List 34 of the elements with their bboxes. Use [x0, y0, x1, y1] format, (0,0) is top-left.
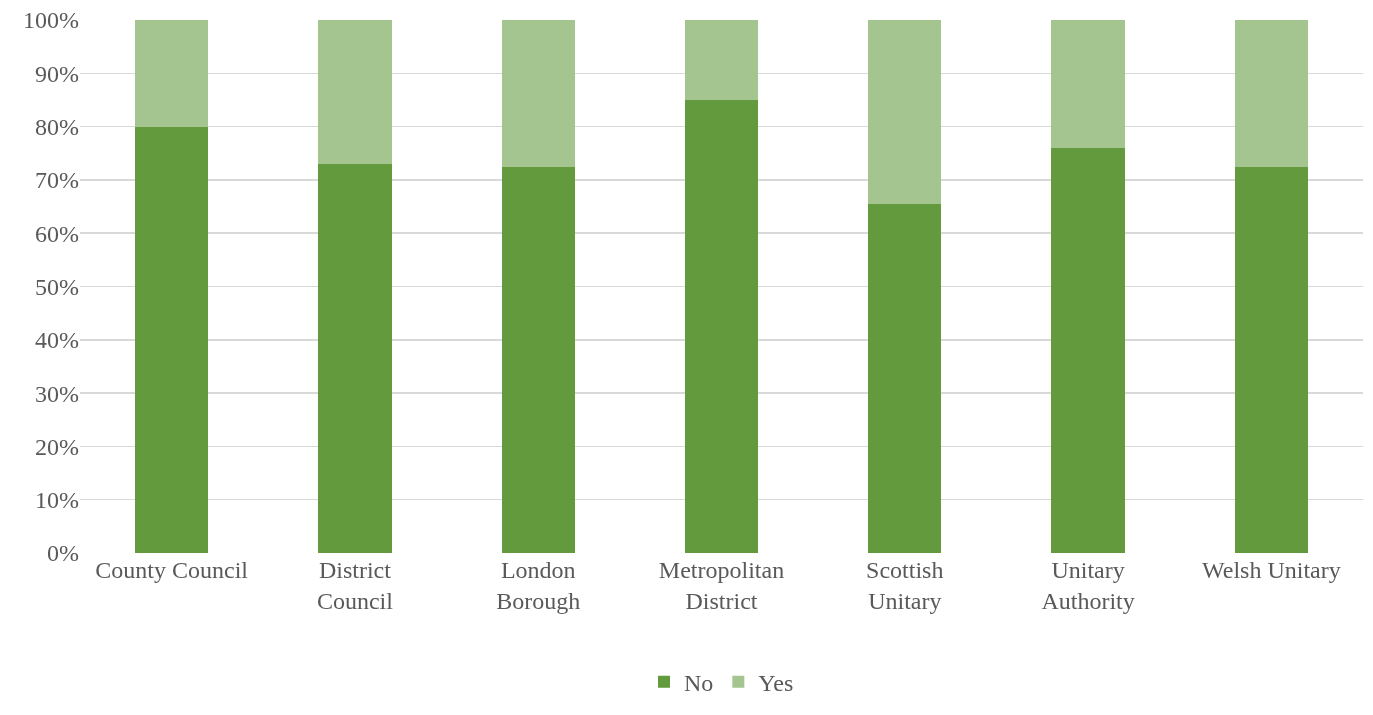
bar [1234, 166, 1309, 553]
y-tick-label: 60% [35, 220, 79, 247]
x-tick-label: Metropolitan District [658, 557, 785, 615]
bar [501, 166, 575, 553]
y-tick-label: 70% [35, 167, 79, 194]
x-tick-label: London Borough [496, 557, 581, 615]
bar [868, 20, 942, 204]
y-tick-label: 50% [35, 273, 79, 300]
bar [1051, 147, 1125, 553]
bar [134, 126, 209, 553]
x-tick-label: County Council [95, 557, 249, 583]
y-tick-label: 100% [23, 7, 79, 34]
x-tick-label: Unitary Authority [1041, 557, 1135, 615]
bar [1051, 20, 1125, 148]
bar [134, 20, 209, 127]
bar [684, 99, 759, 553]
y-tick-label: 80% [35, 114, 79, 140]
legend-label: No [684, 670, 714, 697]
y-tick-label: 30% [35, 380, 79, 407]
y-tick-label: 10% [35, 487, 79, 514]
y-tick-label: 0% [47, 540, 79, 567]
bar [501, 20, 575, 167]
x-tick-label: Scottish Unitary [866, 557, 944, 615]
x-tick-label: District Council [316, 557, 394, 615]
x-tick-label: Welsh Unitary [1202, 557, 1341, 583]
bar [318, 163, 392, 553]
bar [1234, 20, 1309, 167]
legend-label: Yes [758, 670, 794, 697]
bar [868, 203, 942, 553]
bar [318, 20, 392, 164]
y-tick-label: 90% [35, 60, 79, 87]
y-tick-label: 40% [35, 327, 79, 354]
y-tick-label: 20% [35, 433, 79, 460]
bar [684, 20, 759, 100]
